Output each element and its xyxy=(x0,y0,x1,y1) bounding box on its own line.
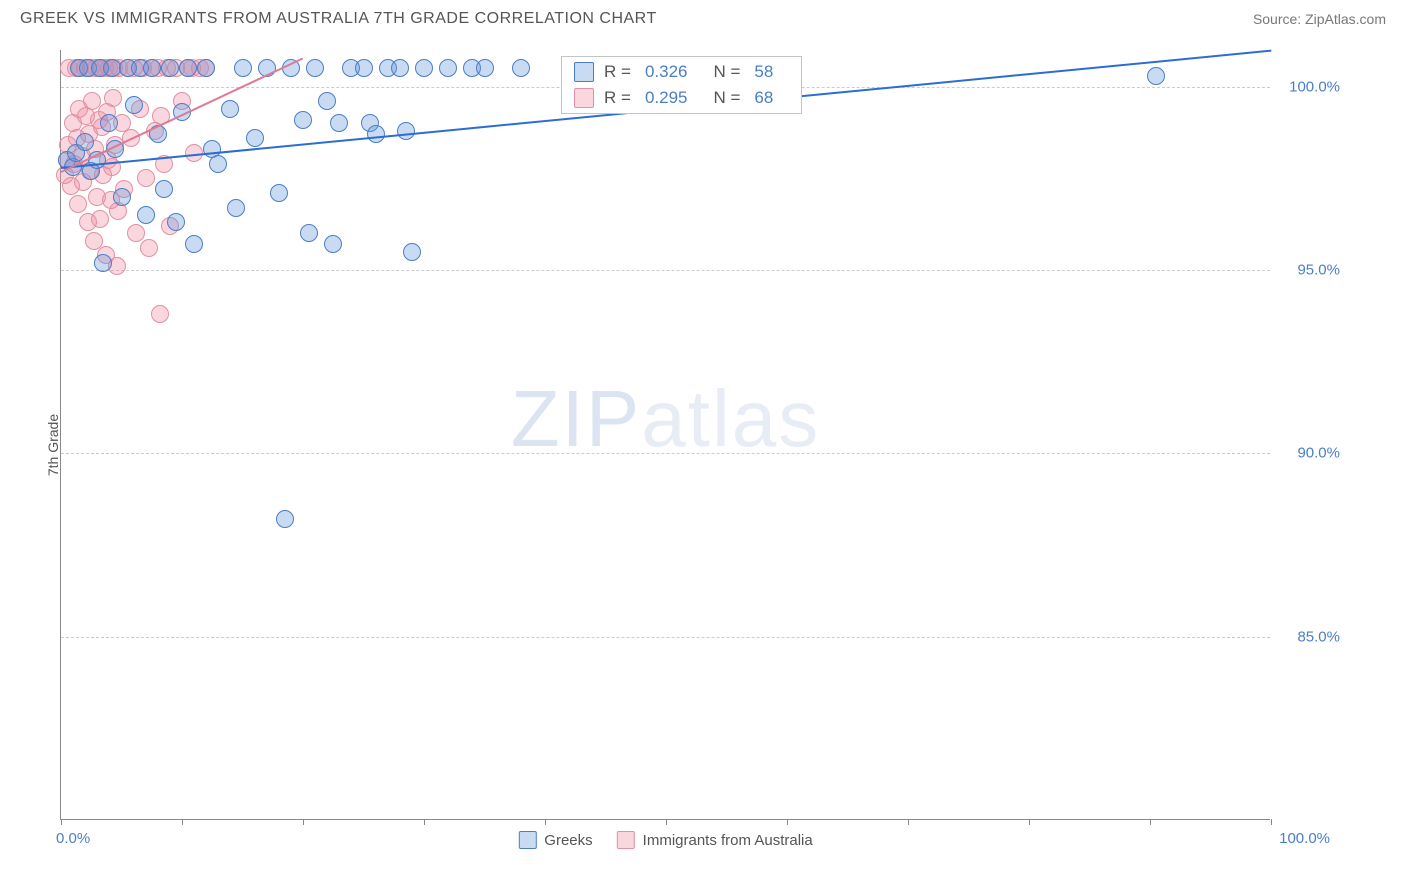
source-attribution: Source: ZipAtlas.com xyxy=(1253,11,1386,27)
stat-row: R = 0.295 N = 68 xyxy=(562,85,801,111)
scatter-point xyxy=(294,111,312,129)
y-tick-label: 95.0% xyxy=(1280,262,1340,279)
scatter-point xyxy=(318,92,336,110)
scatter-point xyxy=(137,169,155,187)
scatter-point xyxy=(155,180,173,198)
x-tick xyxy=(182,819,183,825)
stat-n-label: N = xyxy=(713,88,740,108)
x-tick xyxy=(545,819,546,825)
gridline-h xyxy=(61,453,1270,454)
scatter-point xyxy=(367,125,385,143)
scatter-point xyxy=(161,59,179,77)
stat-r-label: R = xyxy=(604,88,631,108)
scatter-point xyxy=(221,100,239,118)
scatter-point xyxy=(270,184,288,202)
scatter-point xyxy=(143,59,161,77)
y-tick-label: 90.0% xyxy=(1280,445,1340,462)
stat-r-value: 0.326 xyxy=(645,62,688,82)
plot-area: ZIPatlas 85.0%90.0%95.0%100.0%0.0%100.0%… xyxy=(60,50,1270,820)
scatter-point xyxy=(355,59,373,77)
scatter-point xyxy=(227,199,245,217)
scatter-point xyxy=(300,224,318,242)
legend-label: Immigrants from Australia xyxy=(643,832,813,849)
legend: Greeks Immigrants from Australia xyxy=(518,831,812,849)
series-swatch xyxy=(574,88,594,108)
scatter-point xyxy=(397,122,415,140)
scatter-point xyxy=(209,155,227,173)
correlation-stat-box: R = 0.326 N = 58 R = 0.295 N = 68 xyxy=(561,56,802,114)
scatter-point xyxy=(127,224,145,242)
series-swatch xyxy=(574,62,594,82)
x-tick xyxy=(1029,819,1030,825)
legend-item: Greeks xyxy=(518,831,592,849)
x-tick-label-end: 100.0% xyxy=(1279,830,1330,847)
scatter-point xyxy=(330,114,348,132)
scatter-point xyxy=(415,59,433,77)
x-tick xyxy=(1150,819,1151,825)
scatter-point xyxy=(69,195,87,213)
scatter-point xyxy=(197,59,215,77)
scatter-point xyxy=(234,59,252,77)
x-tick xyxy=(787,819,788,825)
scatter-point xyxy=(76,133,94,151)
scatter-point xyxy=(167,213,185,231)
x-tick xyxy=(1271,819,1272,825)
scatter-point xyxy=(439,59,457,77)
x-tick xyxy=(666,819,667,825)
legend-swatch xyxy=(518,831,536,849)
watermark: ZIPatlas xyxy=(511,373,820,465)
y-tick-label: 85.0% xyxy=(1280,628,1340,645)
legend-swatch xyxy=(617,831,635,849)
scatter-point xyxy=(140,239,158,257)
legend-item: Immigrants from Australia xyxy=(617,831,813,849)
stat-row: R = 0.326 N = 58 xyxy=(562,59,801,85)
scatter-point xyxy=(246,129,264,147)
scatter-point xyxy=(94,254,112,272)
legend-label: Greeks xyxy=(544,832,592,849)
scatter-point xyxy=(403,243,421,261)
scatter-point xyxy=(91,210,109,228)
x-tick-label-start: 0.0% xyxy=(56,830,90,847)
scatter-point xyxy=(306,59,324,77)
scatter-point xyxy=(125,96,143,114)
scatter-point xyxy=(100,114,118,132)
y-tick-label: 100.0% xyxy=(1280,78,1340,95)
chart-container: 7th Grade ZIPatlas 85.0%90.0%95.0%100.0%… xyxy=(60,50,1340,840)
gridline-h xyxy=(61,637,1270,638)
scatter-point xyxy=(324,235,342,253)
stat-r-label: R = xyxy=(604,62,631,82)
scatter-point xyxy=(391,59,409,77)
y-axis-title: 7th Grade xyxy=(45,414,61,476)
stat-n-label: N = xyxy=(713,62,740,82)
scatter-point xyxy=(185,235,203,253)
scatter-point xyxy=(276,510,294,528)
gridline-h xyxy=(61,270,1270,271)
scatter-point xyxy=(476,59,494,77)
x-tick xyxy=(61,819,62,825)
x-tick xyxy=(424,819,425,825)
x-tick xyxy=(908,819,909,825)
scatter-point xyxy=(179,59,197,77)
scatter-point xyxy=(137,206,155,224)
chart-title: GREEK VS IMMIGRANTS FROM AUSTRALIA 7TH G… xyxy=(20,10,657,28)
scatter-point xyxy=(113,188,131,206)
scatter-point xyxy=(512,59,530,77)
stat-r-value: 0.295 xyxy=(645,88,688,108)
scatter-point xyxy=(1147,67,1165,85)
scatter-point xyxy=(104,89,122,107)
stat-n-value: 58 xyxy=(754,62,773,82)
x-tick xyxy=(303,819,304,825)
scatter-point xyxy=(151,305,169,323)
stat-n-value: 68 xyxy=(754,88,773,108)
